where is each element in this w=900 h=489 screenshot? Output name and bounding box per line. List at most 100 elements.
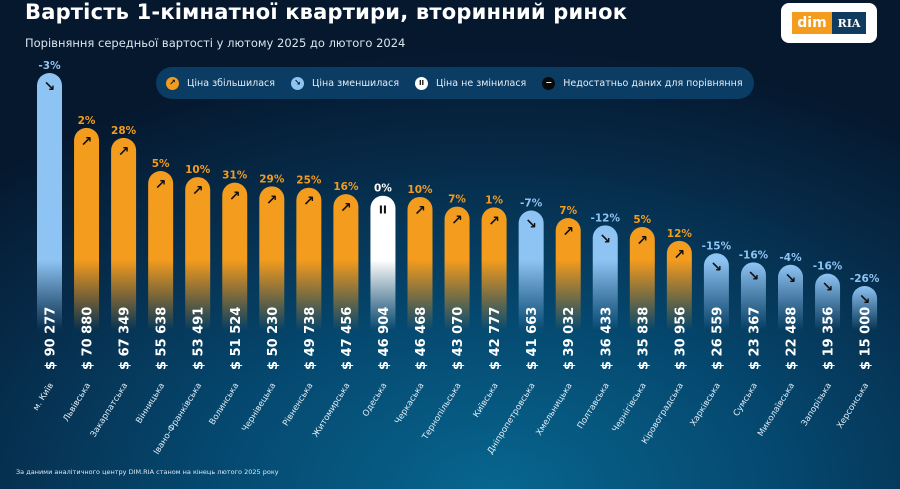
category-label: Кіровоградська xyxy=(640,381,686,446)
change-label: 1% xyxy=(485,194,503,206)
bar xyxy=(815,273,841,330)
bar xyxy=(370,195,396,330)
category-label: Чернігівська xyxy=(611,381,649,434)
bar xyxy=(148,171,174,330)
value-label: $ 70 880 xyxy=(81,307,96,370)
bar-group: ↘ -26% $ 15 000 Херсонська xyxy=(835,273,880,431)
category-label: Хмельницька xyxy=(534,381,574,437)
change-label: 0% xyxy=(374,183,392,195)
bar-group: ↘ -15% $ 26 559 Харківська xyxy=(689,240,732,428)
change-label: 29% xyxy=(259,173,285,185)
bar-group: II 0% $ 46 904 Одеська xyxy=(361,183,396,419)
value-label: $ 19 356 xyxy=(822,307,837,370)
category-label: Харківська xyxy=(689,381,723,428)
value-label: $ 55 638 xyxy=(155,307,170,370)
value-label: $ 46 904 xyxy=(377,307,392,370)
arrow-up-right-icon: ↗ xyxy=(414,203,426,219)
value-label: $ 23 367 xyxy=(747,307,762,370)
page-title: Вартість 1-кімнатної квартири, вторинний… xyxy=(25,0,628,24)
category-label: Вінницька xyxy=(134,381,167,425)
bar xyxy=(111,137,137,330)
value-label: $ 15 000 xyxy=(859,307,874,370)
category-label: Херсонська xyxy=(835,381,871,430)
value-label: $ 41 663 xyxy=(525,307,540,370)
arrow-up-right-icon: ↗ xyxy=(166,76,179,90)
legend-item-unchanged: II Ціна не змінилася xyxy=(415,76,527,90)
bar xyxy=(333,194,359,330)
arrow-up-right-icon: ↗ xyxy=(636,233,648,249)
change-label: 7% xyxy=(448,194,466,206)
change-label: 5% xyxy=(633,214,651,226)
value-label: $ 47 456 xyxy=(340,307,355,370)
bar xyxy=(296,187,322,330)
value-label: $ 22 488 xyxy=(785,307,800,370)
arrow-up-right-icon: ↗ xyxy=(673,247,685,263)
bar-group: ↘ -12% $ 36 433 Полтавська xyxy=(576,212,621,431)
category-label: м. Київ xyxy=(31,381,56,412)
value-label: $ 50 230 xyxy=(266,307,281,370)
category-label: Полтавська xyxy=(576,381,612,431)
change-label: -7% xyxy=(520,198,543,210)
bar xyxy=(518,210,544,330)
value-label: $ 46 468 xyxy=(414,307,429,370)
category-label: Тернопільська xyxy=(420,381,463,442)
bar xyxy=(222,182,248,330)
value-label: $ 67 349 xyxy=(118,307,133,370)
bar xyxy=(74,127,100,330)
change-label: -15% xyxy=(702,240,732,252)
legend-label: Ціна збільшилася xyxy=(187,77,275,89)
dimria-logo[interactable]: dim RIA xyxy=(781,3,877,43)
legend-item-increased: ↗ Ціна збільшилася xyxy=(166,76,275,90)
source-footnote: За даними аналітичного центру DIM.RIA ст… xyxy=(16,468,279,476)
value-label: $ 90 277 xyxy=(44,307,59,370)
arrow-up-right-icon: ↗ xyxy=(266,192,278,208)
bar xyxy=(444,206,470,330)
change-label: -16% xyxy=(739,249,769,261)
bar xyxy=(37,72,62,330)
legend-label: Ціна не змінилася xyxy=(436,77,527,89)
arrow-up-right-icon: ↗ xyxy=(488,213,500,229)
arrow-down-right-icon: ↘ xyxy=(525,217,537,233)
arrow-down-right-icon: ↘ xyxy=(785,271,797,287)
change-label: 7% xyxy=(559,205,577,217)
value-label: $ 36 433 xyxy=(599,307,614,370)
category-label: Чернівецька xyxy=(240,381,278,434)
change-label: 12% xyxy=(667,228,693,240)
arrow-up-right-icon: ↗ xyxy=(229,189,241,205)
category-label: Рівненська xyxy=(281,381,315,428)
bar xyxy=(555,218,581,330)
logo-dim-text: dim xyxy=(792,12,832,34)
bar xyxy=(666,240,692,330)
value-label: $ 30 956 xyxy=(673,307,688,370)
category-label: Волинська xyxy=(208,381,242,427)
category-label: Сумська xyxy=(732,381,760,418)
value-label: $ 53 491 xyxy=(192,307,207,370)
change-label: 5% xyxy=(152,158,170,170)
page-subtitle: Порівняння середньої вартості у лютому 2… xyxy=(25,36,406,50)
category-label: Львівська xyxy=(61,381,93,423)
change-label: -4% xyxy=(779,252,802,264)
legend-label: Ціна зменшилася xyxy=(312,77,400,89)
bar xyxy=(852,286,878,330)
pause-icon: II xyxy=(415,76,429,90)
value-label: $ 42 777 xyxy=(488,307,503,370)
bar-group: ↗ 2% $ 70 880 Львівська xyxy=(61,115,100,424)
bar xyxy=(407,196,433,330)
bar-group: ↘ -3% $ 90 277 м. Київ xyxy=(31,60,62,413)
bar-group: ↗ 25% $ 49 738 Рівненська xyxy=(281,175,322,428)
arrow-down-right-icon: ↘ xyxy=(711,259,723,275)
bar-group: ↘ -16% $ 19 356 Запорізька xyxy=(800,261,843,429)
arrow-down-right-icon: ↘ xyxy=(291,76,304,90)
logo-ria-text: RIA xyxy=(832,12,866,34)
value-label: $ 35 838 xyxy=(636,307,651,370)
value-label: $ 26 559 xyxy=(710,307,725,370)
arrow-up-right-icon: ↗ xyxy=(192,183,204,199)
arrow-down-right-icon: ↘ xyxy=(599,231,611,247)
bar xyxy=(778,264,803,330)
value-label: $ 39 032 xyxy=(562,307,577,370)
change-label: 10% xyxy=(407,184,433,196)
value-label: $ 51 524 xyxy=(229,307,244,370)
change-label: 31% xyxy=(222,170,248,182)
